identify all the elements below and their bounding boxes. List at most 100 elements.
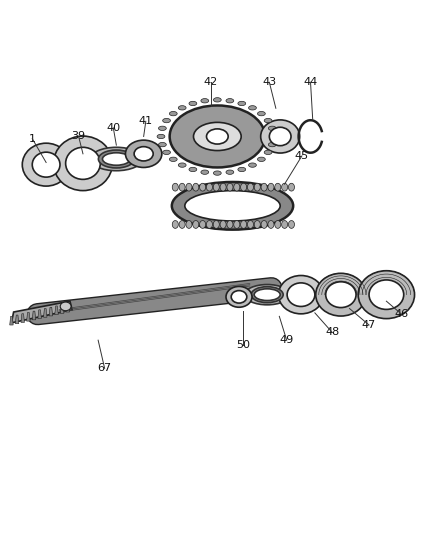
Ellipse shape [251,287,283,303]
Ellipse shape [247,183,253,191]
Ellipse shape [264,118,272,123]
Ellipse shape [179,183,185,191]
Ellipse shape [186,221,191,228]
Ellipse shape [172,183,178,191]
Polygon shape [49,307,53,316]
Ellipse shape [254,183,260,191]
Ellipse shape [357,271,413,319]
Ellipse shape [219,183,226,191]
Ellipse shape [206,129,228,144]
Text: 43: 43 [261,77,276,87]
Ellipse shape [206,183,212,191]
Polygon shape [55,306,58,314]
Text: 67: 67 [97,364,111,373]
Ellipse shape [240,183,246,191]
Ellipse shape [22,143,70,186]
Ellipse shape [226,221,233,228]
Ellipse shape [237,101,245,106]
Ellipse shape [268,126,276,131]
Ellipse shape [226,183,233,191]
Ellipse shape [325,282,355,308]
Ellipse shape [102,153,130,165]
Polygon shape [11,301,72,323]
Ellipse shape [288,183,294,191]
Ellipse shape [193,123,240,150]
Ellipse shape [233,183,239,191]
Polygon shape [21,314,25,322]
Ellipse shape [226,170,233,174]
Ellipse shape [162,118,170,123]
Ellipse shape [281,183,287,191]
Ellipse shape [257,111,265,116]
Ellipse shape [274,221,280,228]
Ellipse shape [315,273,365,316]
Ellipse shape [213,98,221,102]
Ellipse shape [172,221,178,228]
Ellipse shape [169,106,265,167]
Ellipse shape [278,276,323,314]
Ellipse shape [254,289,279,301]
Polygon shape [43,309,47,317]
Ellipse shape [53,136,112,191]
Ellipse shape [171,182,293,230]
Polygon shape [15,315,19,324]
Ellipse shape [186,183,191,191]
Ellipse shape [157,134,165,139]
Text: 47: 47 [361,320,375,330]
Ellipse shape [244,285,289,305]
Ellipse shape [188,167,196,172]
Ellipse shape [125,140,162,167]
Ellipse shape [169,111,177,116]
Ellipse shape [178,163,186,167]
Ellipse shape [184,191,279,221]
Text: 50: 50 [236,341,250,350]
Ellipse shape [169,157,177,161]
Polygon shape [66,303,69,312]
Ellipse shape [158,126,166,131]
Ellipse shape [267,183,273,191]
Ellipse shape [260,120,299,153]
Ellipse shape [213,171,221,175]
Ellipse shape [264,150,272,155]
Ellipse shape [231,290,246,303]
Ellipse shape [219,221,226,228]
Ellipse shape [257,157,265,161]
Ellipse shape [269,127,290,146]
Text: 39: 39 [71,132,85,141]
Ellipse shape [368,280,403,310]
Ellipse shape [179,221,185,228]
Polygon shape [38,310,41,319]
Ellipse shape [192,183,198,191]
Ellipse shape [32,152,60,177]
Ellipse shape [247,221,253,228]
Ellipse shape [188,101,196,106]
Ellipse shape [240,221,246,228]
Ellipse shape [254,221,260,228]
Ellipse shape [134,147,153,161]
Ellipse shape [90,147,142,171]
Ellipse shape [248,163,256,167]
Text: 1: 1 [28,134,35,143]
Ellipse shape [261,221,267,228]
Ellipse shape [158,142,166,147]
Ellipse shape [233,221,239,228]
Text: 46: 46 [394,309,408,319]
Ellipse shape [199,183,205,191]
Ellipse shape [178,106,186,110]
Ellipse shape [213,183,219,191]
Text: 45: 45 [294,151,308,161]
Ellipse shape [201,170,208,174]
Ellipse shape [269,134,277,139]
Polygon shape [10,317,13,325]
Ellipse shape [98,150,134,168]
Ellipse shape [288,221,294,228]
Ellipse shape [65,147,100,180]
Text: 40: 40 [106,123,120,133]
Ellipse shape [213,221,219,228]
Ellipse shape [261,183,267,191]
Text: 49: 49 [279,335,293,345]
Ellipse shape [199,221,205,228]
Ellipse shape [274,183,280,191]
Ellipse shape [206,221,212,228]
Ellipse shape [162,150,170,155]
